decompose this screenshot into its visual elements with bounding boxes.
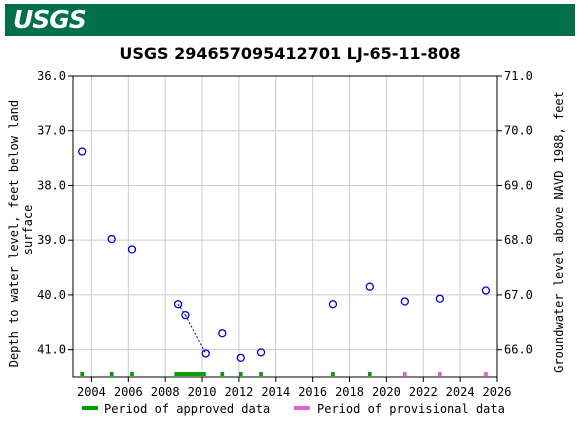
- approved-period-bar: [238, 372, 243, 376]
- legend-provisional-label: Period of provisional data: [317, 402, 505, 416]
- data-point: [481, 286, 491, 295]
- period-bars: [80, 372, 488, 376]
- chart-title: USGS 294657095412701 LJ-65-11-808: [119, 44, 460, 63]
- data-point: [236, 353, 245, 362]
- plot-frame: [72, 75, 498, 378]
- data-point: [181, 311, 190, 320]
- x-tick-label: 2004: [77, 385, 106, 399]
- y-axis-left-ticks: 36.0 37.0 38.0 39.0 40.0 41.0: [37, 69, 73, 357]
- y-axis-right-ticks: 71.0 70.0 69.0 68.0 67.0 66.0: [497, 69, 533, 357]
- approved-period-bar: [331, 372, 335, 376]
- y-right-tick-label: 69.0: [504, 178, 533, 192]
- approved-period-bar: [367, 372, 372, 376]
- data-point: [256, 348, 266, 357]
- data-point: [435, 294, 445, 303]
- x-tick-label: 2008: [151, 385, 180, 399]
- usgs-header-bar: USGS: [5, 4, 575, 36]
- y-left-tick-label: 41.0: [37, 343, 66, 357]
- x-tick-label: 2018: [335, 385, 364, 399]
- x-tick-label: 2010: [188, 385, 217, 399]
- legend: Period of approved data Period of provis…: [82, 402, 505, 416]
- y-left-tick-label: 36.0: [37, 69, 66, 83]
- x-tick-label: 2024: [446, 385, 475, 399]
- data-point: [173, 300, 183, 309]
- approved-period-bar: [130, 372, 134, 376]
- y-right-tick-label: 68.0: [504, 233, 533, 247]
- data-points: [78, 147, 491, 362]
- data-point: [127, 245, 137, 254]
- y-right-tick-label: 67.0: [504, 288, 533, 302]
- data-point: [328, 300, 338, 309]
- y-axis-left-label-line1: Depth to water level, feet below land: [7, 100, 21, 367]
- approved-period-bar: [80, 372, 85, 376]
- approved-period-bar: [109, 372, 114, 376]
- approved-period-bar: [174, 372, 206, 376]
- connecting-line: [185, 314, 207, 354]
- x-tick-label: 2016: [298, 385, 327, 399]
- legend-approved-label: Period of approved data: [104, 402, 270, 416]
- x-tick-label: 2022: [409, 385, 438, 399]
- y-axis-left-label: Depth to water level, feet below land su…: [7, 93, 35, 368]
- y-right-tick-label: 66.0: [504, 343, 533, 357]
- usgs-logo: USGS: [13, 5, 87, 34]
- data-point: [78, 147, 87, 156]
- legend-approved-swatch: [82, 406, 98, 410]
- y-left-tick-label: 40.0: [37, 288, 66, 302]
- data-lines: [177, 303, 207, 354]
- y-left-tick-label: 37.0: [37, 124, 66, 138]
- data-point: [365, 282, 374, 291]
- data-point: [201, 349, 210, 358]
- y-axis-left-label-line2: surface: [21, 205, 35, 256]
- x-tick-label: 2012: [224, 385, 253, 399]
- y-right-tick-label: 71.0: [504, 69, 533, 83]
- legend-provisional-swatch: [294, 406, 310, 410]
- x-tick-label: 2026: [483, 385, 512, 399]
- grid: [73, 75, 498, 377]
- approved-period-bar: [220, 372, 225, 376]
- x-axis-ticks: 2004 2006 2008 2010 2012 2014 2016 2018 2020 2022…: [77, 377, 511, 399]
- x-tick-label: 2020: [372, 385, 401, 399]
- approved-period-bar: [259, 372, 263, 376]
- y-left-tick-label: 38.0: [37, 178, 66, 192]
- x-tick-label: 2014: [261, 385, 290, 399]
- y-left-tick-label: 39.0: [37, 233, 66, 247]
- provisional-period-bar: [402, 372, 407, 376]
- y-axis-right-label: Groundwater level above NAVD 1988, feet: [552, 91, 566, 373]
- provisional-period-bar: [484, 372, 488, 376]
- provisional-period-bar: [438, 372, 442, 376]
- data-point: [107, 234, 116, 244]
- data-point: [218, 329, 227, 338]
- data-point: [400, 297, 409, 306]
- y-right-tick-label: 70.0: [504, 124, 533, 138]
- x-tick-label: 2006: [114, 385, 143, 399]
